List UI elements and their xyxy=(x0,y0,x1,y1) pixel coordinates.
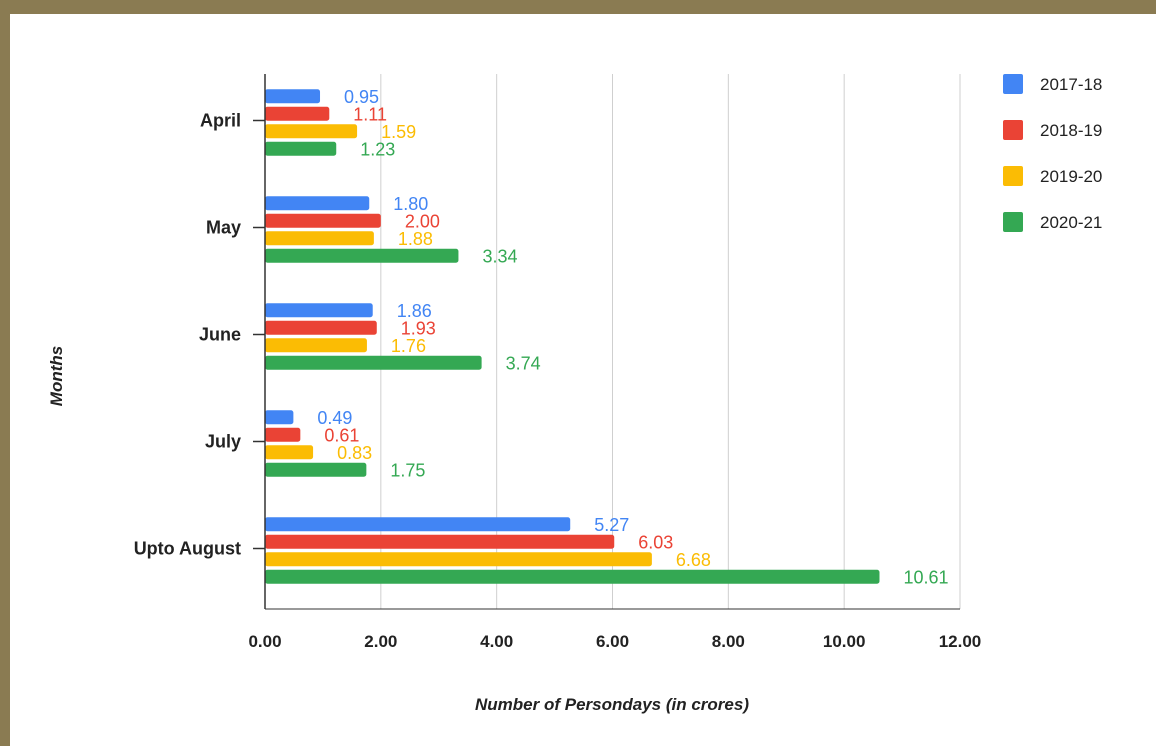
bar xyxy=(265,213,381,228)
data-label: 1.59 xyxy=(381,122,416,142)
category-label: June xyxy=(199,325,241,345)
x-axis-title: Number of Persondays (in crores) xyxy=(475,695,749,714)
data-label: 10.61 xyxy=(903,567,948,587)
legend: 2017-18 2018-19 2019-20 2020-21 xyxy=(1003,74,1102,232)
data-label: 3.74 xyxy=(506,353,541,373)
data-label: 0.83 xyxy=(337,443,372,463)
bar xyxy=(265,462,367,477)
data-label: 5.27 xyxy=(594,515,629,535)
data-label: 1.93 xyxy=(401,318,436,338)
legend-swatch xyxy=(1003,166,1023,186)
bar xyxy=(265,106,330,121)
bar xyxy=(265,89,321,104)
bar xyxy=(265,303,373,318)
x-tick-label: 2.00 xyxy=(364,632,397,651)
bar xyxy=(265,338,367,353)
bars xyxy=(265,89,880,584)
category-label: July xyxy=(205,432,241,452)
x-tick-label: 6.00 xyxy=(596,632,629,651)
category-label: April xyxy=(200,111,241,131)
data-label: 6.68 xyxy=(676,550,711,570)
legend-swatch xyxy=(1003,74,1023,94)
data-label: 3.34 xyxy=(482,246,517,266)
data-label: 1.80 xyxy=(393,194,428,214)
bar-chart: 0.00 2.00 4.00 6.00 8.00 10.00 12.00 April May Ju… xyxy=(47,74,1102,714)
data-label: 1.88 xyxy=(398,229,433,249)
bar xyxy=(265,534,615,549)
data-label: 6.03 xyxy=(638,532,673,552)
bar xyxy=(265,355,482,370)
data-label: 0.61 xyxy=(324,425,359,445)
axes: 0.00 2.00 4.00 6.00 8.00 10.00 12.00 April May Ju… xyxy=(134,74,982,651)
bar xyxy=(265,517,571,532)
category-label: Upto August xyxy=(134,539,241,559)
x-tick-label: 10.00 xyxy=(823,632,866,651)
data-label: 1.76 xyxy=(391,336,426,356)
bar xyxy=(265,141,337,156)
bar xyxy=(265,196,370,211)
x-tick-label: 0.00 xyxy=(248,632,281,651)
legend-label: 2019-20 xyxy=(1040,167,1102,186)
data-label: 0.49 xyxy=(317,408,352,428)
data-label: 1.11 xyxy=(353,104,387,124)
bar xyxy=(265,410,294,425)
chart-frame: 0.00 2.00 4.00 6.00 8.00 10.00 12.00 April May Ju… xyxy=(10,14,1156,746)
bar xyxy=(265,320,377,335)
bar xyxy=(265,569,880,584)
data-labels: 0.951.111.591.23 1.802.001.88 3.34 1.861.93… xyxy=(317,87,948,588)
bar xyxy=(265,231,374,246)
legend-swatch xyxy=(1003,120,1023,140)
bar xyxy=(265,124,358,139)
x-tick-label: 8.00 xyxy=(712,632,745,651)
data-label: 1.23 xyxy=(360,139,395,159)
y-axis-title: Months xyxy=(47,346,66,406)
bar xyxy=(265,248,459,263)
data-label: 2.00 xyxy=(405,211,440,231)
legend-label: 2018-19 xyxy=(1040,121,1102,140)
x-tick-label: 4.00 xyxy=(480,632,513,651)
category-label: May xyxy=(206,218,241,238)
legend-label: 2020-21 xyxy=(1040,213,1102,232)
bar xyxy=(265,445,314,460)
data-label: 1.75 xyxy=(390,460,425,480)
bar xyxy=(265,427,301,442)
legend-swatch xyxy=(1003,212,1023,232)
data-label: 0.95 xyxy=(344,87,379,107)
bar xyxy=(265,552,652,567)
legend-label: 2017-18 xyxy=(1040,75,1102,94)
data-label: 1.86 xyxy=(397,301,432,321)
x-tick-label: 12.00 xyxy=(939,632,982,651)
